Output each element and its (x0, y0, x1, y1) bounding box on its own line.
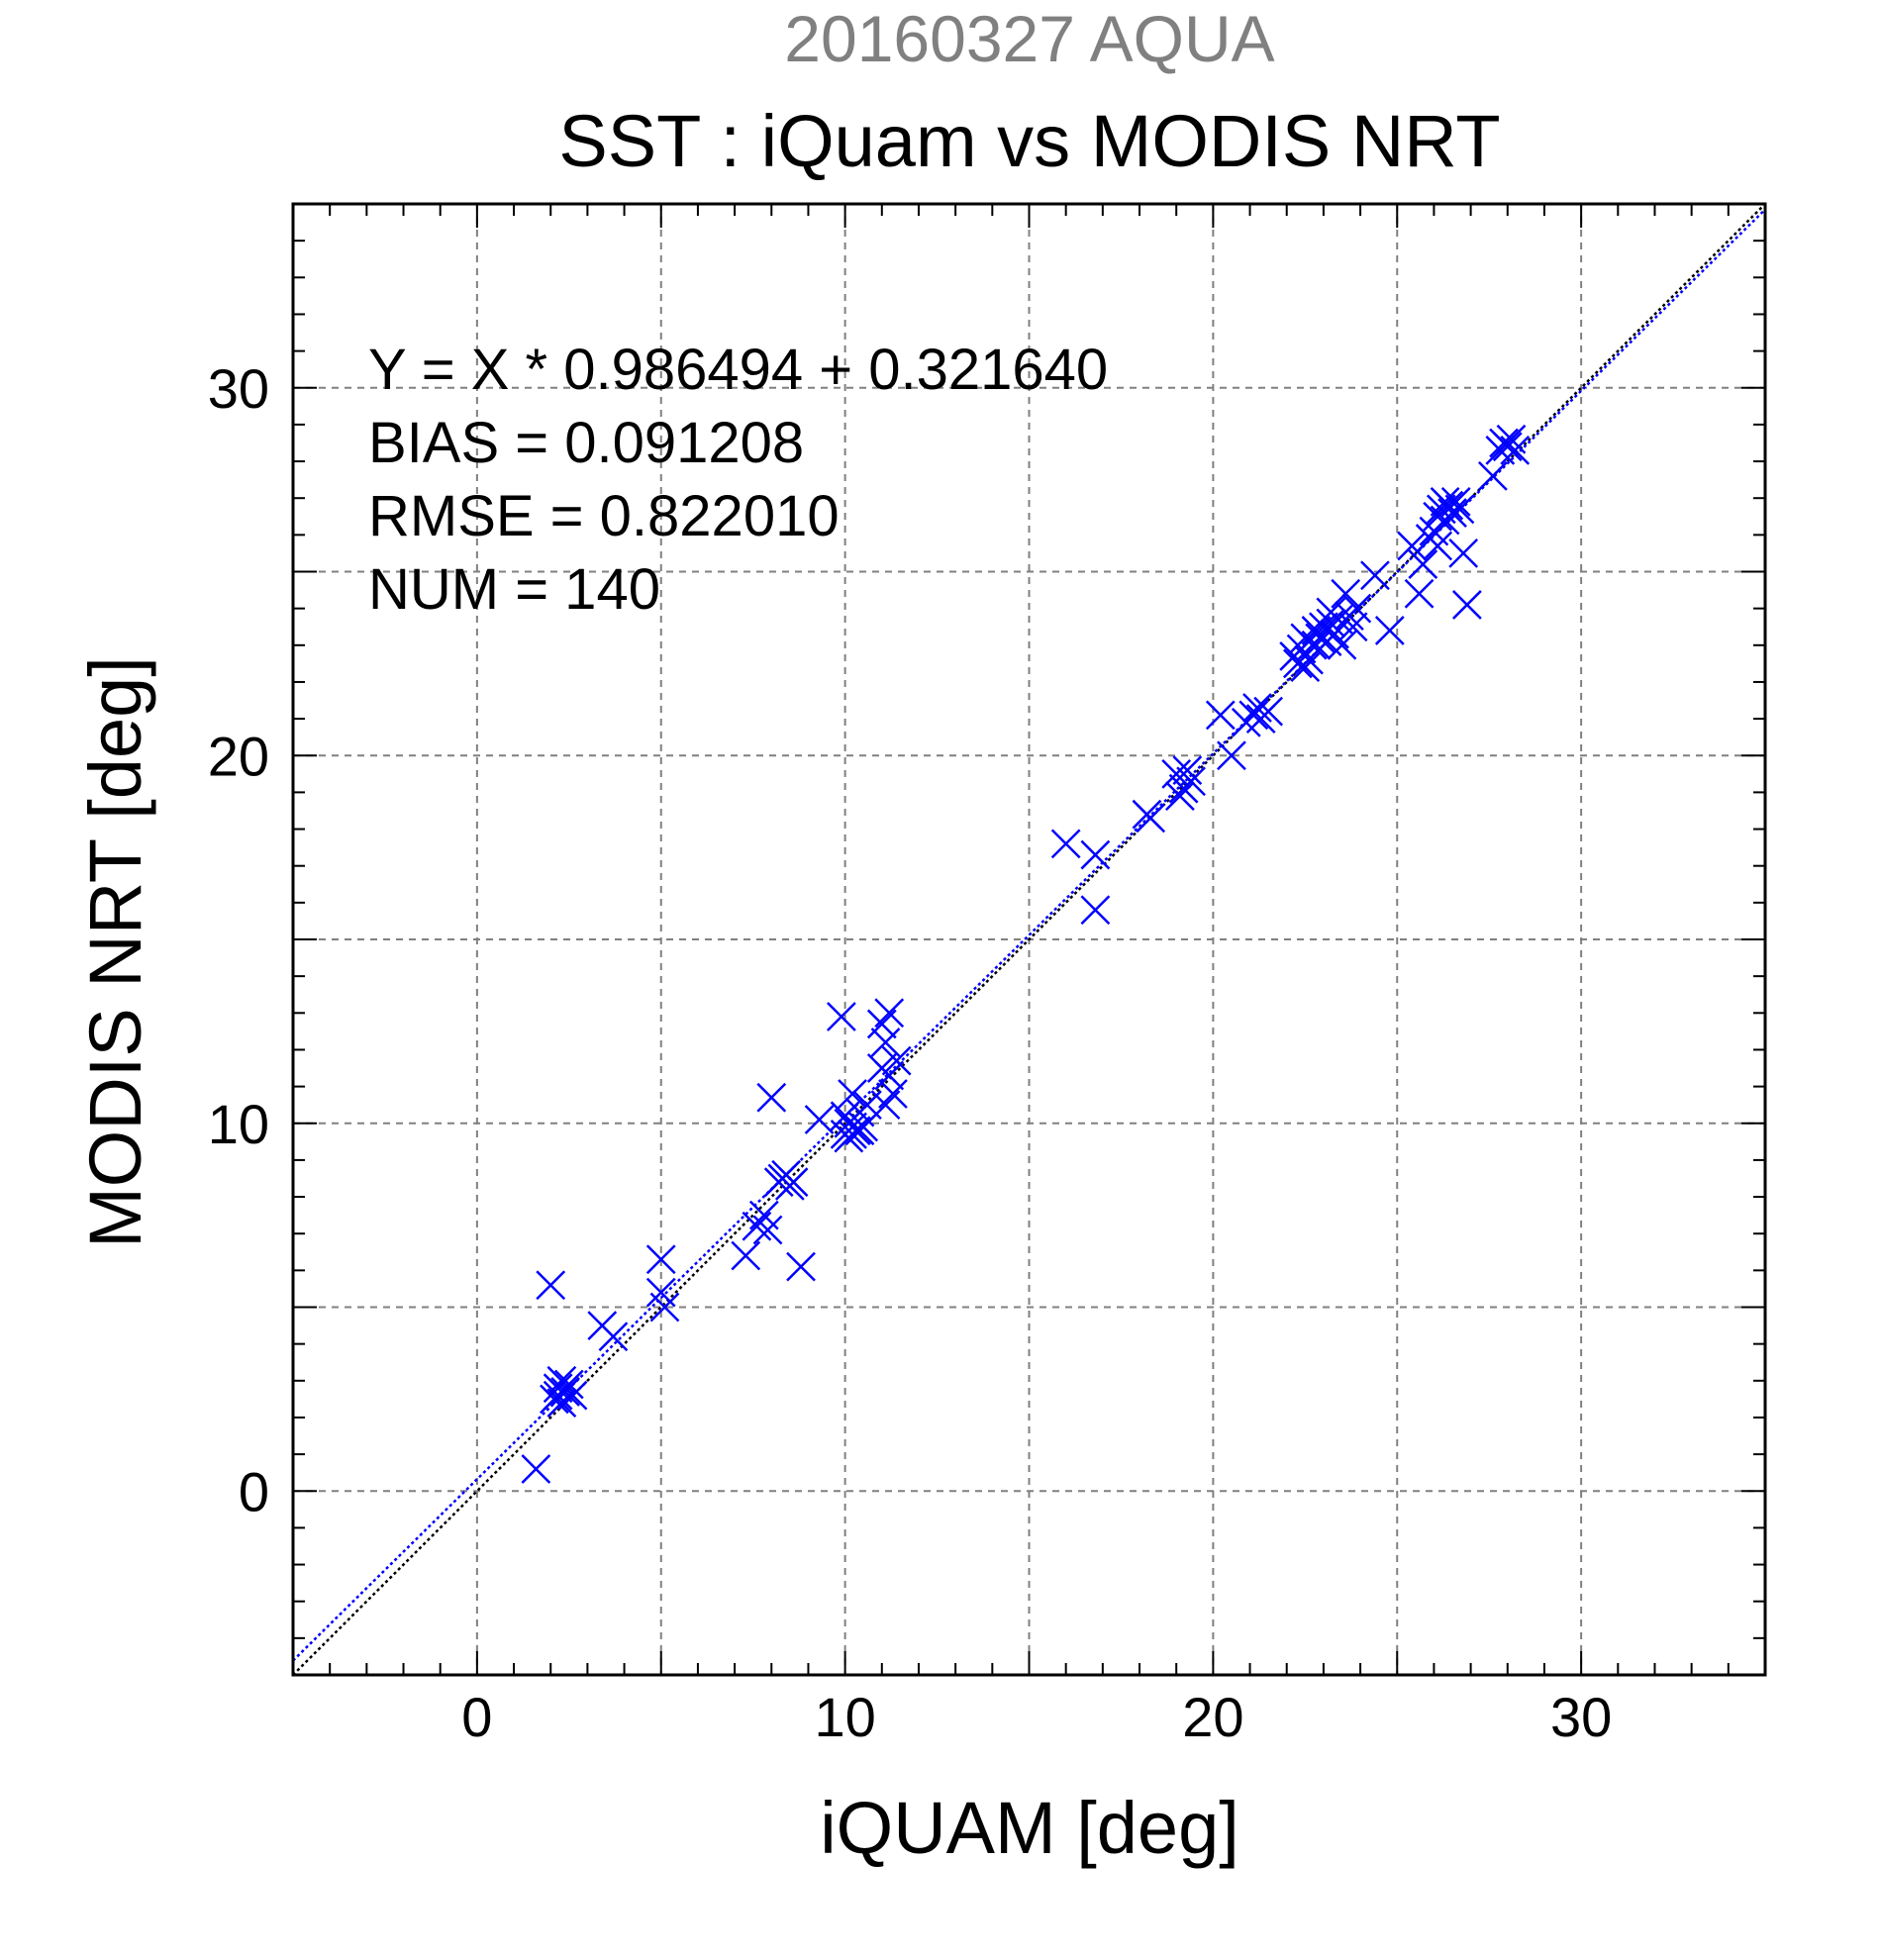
data-point (774, 1171, 805, 1201)
data-point (786, 1251, 816, 1282)
grid-layer (293, 204, 1765, 1675)
regression-equation: Y = X * 0.986494 + 0.321640 (368, 338, 1108, 402)
x-tick-label: 0 (461, 1686, 492, 1748)
bias-value: BIAS = 0.091208 (368, 411, 804, 475)
data-point (756, 1082, 787, 1113)
data-point (1165, 781, 1195, 811)
data-point (827, 1002, 856, 1031)
data-point (1176, 766, 1206, 797)
data-point (878, 1079, 908, 1109)
x-tick-label: 20 (1182, 1686, 1243, 1748)
reference-lines (292, 203, 1766, 1676)
data-point (804, 1105, 835, 1134)
data-point (645, 1244, 676, 1275)
data-point (557, 1380, 588, 1411)
data-point (1290, 652, 1321, 682)
identity-line (292, 203, 1766, 1676)
data-point (1080, 895, 1111, 926)
y-axis-title: MODIS NRT [deg] (74, 656, 156, 1248)
data-point (752, 1215, 783, 1245)
data-point (1440, 487, 1471, 517)
data-point (1217, 740, 1246, 771)
data-point (1408, 549, 1438, 579)
chart-title: SST : iQuam vs MODIS NRT (558, 100, 1500, 182)
data-point (731, 1240, 761, 1271)
data-point (1050, 829, 1081, 859)
data-point (881, 1045, 912, 1076)
date-title: 20160327 AQUA (784, 2, 1274, 75)
data-point (1397, 531, 1428, 561)
data-point (1404, 578, 1435, 609)
data-point (1172, 755, 1203, 785)
data-point (1444, 494, 1475, 525)
data-point (1451, 590, 1482, 620)
data-point (543, 1380, 573, 1411)
tick-labels: 0 10 20 30 0 10 20 30 (208, 357, 1613, 1748)
sample-count: NUM = 140 (368, 557, 660, 622)
data-point (1327, 630, 1357, 660)
regression-line (292, 208, 1766, 1662)
data-point (1478, 461, 1508, 491)
plot-frame (291, 202, 1767, 1677)
data-point (1341, 593, 1372, 624)
x-tick-label: 30 (1550, 1686, 1612, 1748)
data-point (838, 1079, 867, 1109)
data-point (1492, 432, 1523, 462)
data-point (521, 1454, 551, 1484)
data-point (550, 1377, 580, 1407)
data-point (1080, 839, 1111, 870)
data-point (1136, 803, 1166, 833)
y-tick-label: 0 (239, 1460, 269, 1522)
data-point (1496, 424, 1527, 454)
y-tick-label: 10 (208, 1093, 269, 1155)
data-point (1253, 696, 1284, 727)
data-point (1500, 436, 1531, 465)
y-tick-label: 30 (208, 357, 269, 420)
data-point (598, 1322, 629, 1352)
data-point (874, 998, 905, 1029)
data-point (1374, 616, 1405, 645)
data-point (1337, 612, 1368, 642)
data-point (1430, 487, 1460, 517)
data-point (1423, 531, 1453, 561)
x-tick-label: 10 (814, 1686, 875, 1748)
data-point (870, 1028, 901, 1057)
data-point (649, 1292, 680, 1323)
data-point (1205, 700, 1236, 731)
y-tick-label: 20 (208, 725, 269, 787)
data-point (1316, 597, 1346, 628)
data-points (521, 424, 1531, 1484)
x-axis-title: iQUAM [deg] (820, 1787, 1239, 1869)
data-point (1448, 539, 1479, 568)
rmse-value: RMSE = 0.822010 (368, 484, 840, 548)
data-point (1301, 630, 1332, 660)
data-point (1242, 693, 1272, 723)
data-point (1360, 560, 1390, 591)
statistics-box: Y = X * 0.986494 + 0.321640 BIAS = 0.091… (368, 338, 1108, 622)
data-point (536, 1270, 566, 1301)
data-point (874, 1060, 905, 1091)
